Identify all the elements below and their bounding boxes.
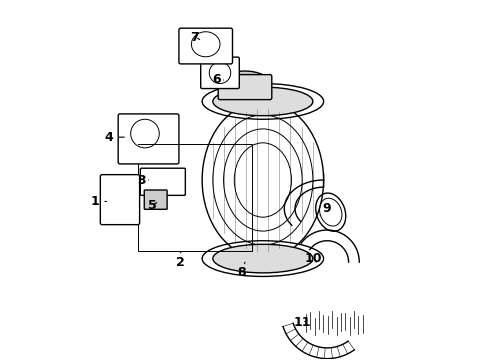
Text: 7: 7 [191, 31, 199, 44]
Text: 8: 8 [237, 262, 246, 279]
FancyBboxPatch shape [218, 75, 272, 100]
Text: 10: 10 [304, 252, 321, 265]
FancyBboxPatch shape [118, 114, 179, 164]
Text: 2: 2 [176, 251, 185, 269]
FancyBboxPatch shape [179, 28, 232, 64]
FancyBboxPatch shape [100, 175, 140, 225]
Ellipse shape [213, 244, 313, 273]
Text: 1: 1 [91, 195, 106, 208]
Bar [138, 144, 252, 251]
FancyBboxPatch shape [201, 57, 239, 89]
FancyBboxPatch shape [140, 168, 185, 195]
Ellipse shape [213, 87, 313, 116]
Text: 4: 4 [105, 131, 124, 144]
Text: 5: 5 [148, 198, 157, 212]
FancyBboxPatch shape [144, 190, 167, 209]
Text: 3: 3 [137, 174, 148, 186]
Ellipse shape [220, 71, 270, 96]
Text: 6: 6 [212, 73, 223, 86]
Text: 11: 11 [294, 316, 311, 329]
Text: 9: 9 [320, 202, 331, 216]
